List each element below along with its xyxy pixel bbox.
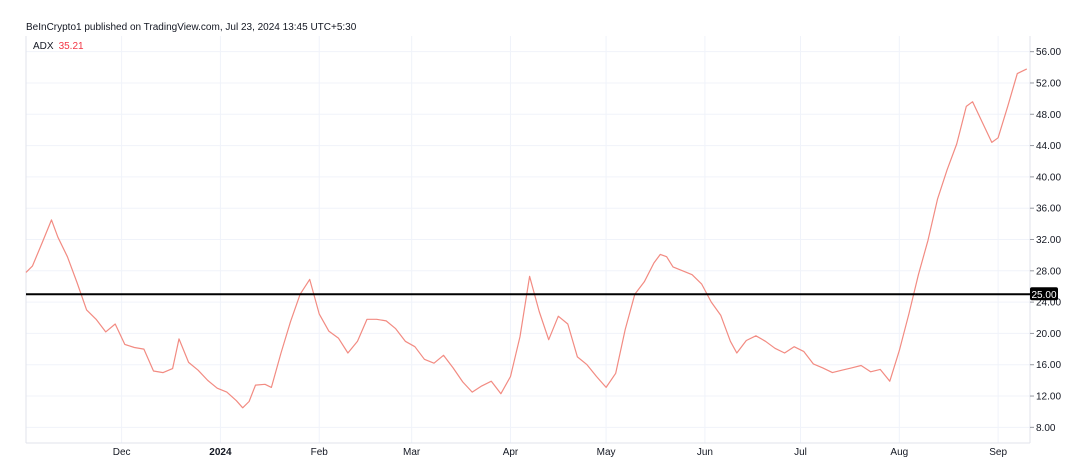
y-tick-label: 28.00 <box>1036 266 1061 277</box>
reference-value-label: 25.00 <box>1031 290 1056 301</box>
x-tick-label: Aug <box>890 447 908 458</box>
publish-info: BeInCrypto1 published on TradingView.com… <box>26 22 357 33</box>
y-tick-label: 44.00 <box>1036 141 1061 152</box>
indicator-legend: ADX 35.21 <box>33 41 84 52</box>
y-tick-label: 36.00 <box>1036 204 1061 215</box>
y-tick-label: 48.00 <box>1036 110 1061 121</box>
series-layer <box>25 68 1028 409</box>
y-tick-label: 8.00 <box>1036 423 1056 434</box>
reference-line-layer: 25.00 <box>26 287 1058 301</box>
x-tick-label: Jun <box>697 447 713 458</box>
x-tick-label: Apr <box>503 447 519 458</box>
x-tick-label: May <box>597 447 616 458</box>
indicator-value: 35.21 <box>58 41 84 52</box>
y-axis: 8.00 12.00 16.00 20.00 24.00 28.00 32.00 36.00 4… <box>1030 47 1061 434</box>
y-tick-label: 20.00 <box>1036 329 1061 340</box>
x-axis: Dec 2024 Feb Mar Apr May Jun Jul Aug Sep <box>113 447 1008 458</box>
y-tick-label: 12.00 <box>1036 392 1061 403</box>
adx-line <box>25 68 1028 409</box>
x-tick-label: Mar <box>403 447 421 458</box>
y-tick-label: 56.00 <box>1036 47 1061 58</box>
y-tick-label: 52.00 <box>1036 78 1061 89</box>
grid <box>26 36 1030 443</box>
x-tick-label: Jul <box>794 447 807 458</box>
x-tick-label: Feb <box>311 447 329 458</box>
reference-value-badge <box>1030 287 1058 301</box>
x-tick-label: Dec <box>113 447 131 458</box>
indicator-name: ADX <box>33 41 54 52</box>
x-tick-label: Sep <box>989 447 1007 458</box>
x-tick-label: 2024 <box>209 447 232 458</box>
y-tick-label: 40.00 <box>1036 172 1061 183</box>
y-tick-label: 16.00 <box>1036 360 1061 371</box>
y-tick-label: 32.00 <box>1036 235 1061 246</box>
y-tick-label: 24.00 <box>1036 298 1061 309</box>
